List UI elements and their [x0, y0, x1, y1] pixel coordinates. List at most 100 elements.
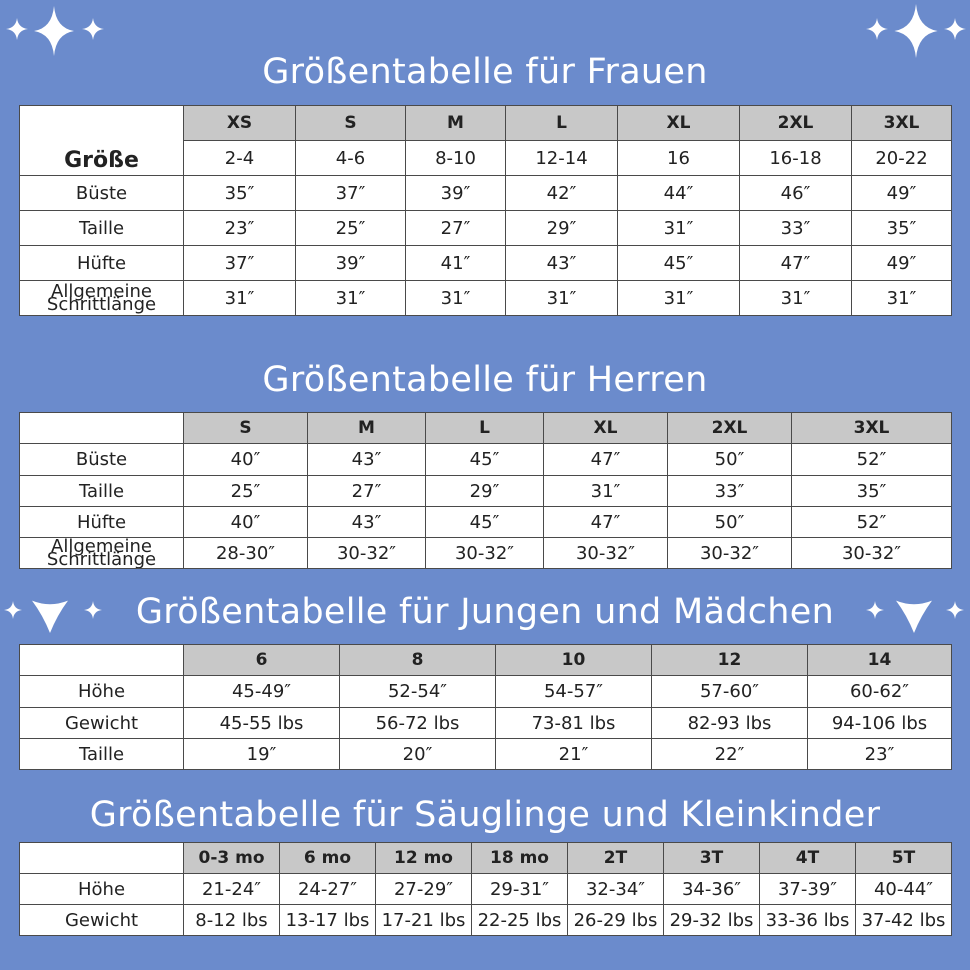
value-cell: 35″ [791, 475, 952, 507]
value-cell: 31″ [851, 280, 952, 316]
row-label-line: Schrittlänge [46, 294, 157, 315]
sparkle-icon [34, 6, 74, 56]
sparkle-icon [894, 4, 938, 58]
value-cell: 56-72 lbs [339, 707, 496, 739]
table-row: Gewicht 8-12 lbs 13-17 lbs 17-21 lbs 22-… [19, 904, 952, 936]
women-size-table: Größe XS S M L XL 2XL 3XL 2-4 4-6 8-10 1… [19, 105, 952, 316]
value-cell: 30-32″ [667, 537, 792, 569]
size-cell: XL [617, 105, 740, 141]
size-cell: L [505, 105, 618, 141]
table-row: Hüfte 40″ 43″ 45″ 47″ 50″ 52″ [19, 506, 952, 538]
value-cell: 39″ [295, 245, 406, 281]
sparkle-icon [84, 601, 102, 619]
value-cell: 44″ [617, 175, 740, 211]
table-header-row: 0-3 mo 6 mo 12 mo 18 mo 2T 3T 4T 5T [19, 842, 952, 874]
women-chart-title: Größentabelle für Frauen [262, 52, 708, 92]
value-cell: 30-32″ [791, 537, 952, 569]
value-cell: 31″ [505, 280, 618, 316]
size-cell: 3XL [791, 412, 952, 444]
row-label: Allgemeine Schrittlänge [19, 537, 184, 569]
row-label-line: Allgemeine [51, 537, 152, 557]
value-cell: 31″ [183, 280, 296, 316]
table-header-row: Größe XS S M L XL 2XL 3XL [19, 105, 952, 176]
sparkle-icon [4, 601, 22, 619]
value-cell: 40-44″ [855, 873, 952, 905]
value-cell: 50″ [667, 506, 792, 538]
value-cell: 23″ [807, 738, 952, 770]
row-label: Allgemeine Schrittlänge [19, 280, 184, 316]
row-label: Taille [19, 210, 184, 246]
value-cell: 50″ [667, 443, 792, 476]
size-cell: XL [543, 412, 668, 444]
value-cell: 31″ [617, 210, 740, 246]
table-header-row: S M L XL 2XL 3XL [19, 412, 952, 444]
table-header-row: 6 8 10 12 14 [19, 644, 952, 676]
row-label: Hüfte [19, 245, 184, 281]
value-cell: 45-49″ [183, 675, 340, 708]
sparkle-icon [32, 597, 68, 633]
baby-chart-title: Größentabelle für Säuglinge und Kleinkin… [89, 795, 881, 835]
size-label: Größe [64, 148, 139, 173]
value-cell: 52″ [791, 443, 952, 476]
value-cell: 31″ [405, 280, 506, 316]
kids-size-table: 6 8 10 12 14 Höhe 45-49″ 52-54″ 54-57″ 5… [19, 644, 952, 770]
value-cell: 17-21 lbs [375, 904, 472, 936]
value-cell: 37″ [295, 175, 406, 211]
value-cell: 24-27″ [279, 873, 376, 905]
row-label: Höhe [19, 675, 184, 708]
value-cell: 31″ [739, 280, 852, 316]
table-row: Hüfte 37″ 39″ 41″ 43″ 45″ 47″ 49″ [19, 245, 952, 281]
value-cell: 35″ [851, 210, 952, 246]
value-cell: 54-57″ [495, 675, 652, 708]
size-cell: L [425, 412, 544, 444]
size-number-cell: 20-22 [851, 140, 952, 176]
value-cell: 25″ [295, 210, 406, 246]
value-cell: 28-30″ [183, 537, 308, 569]
size-label-cell: Größe [19, 105, 184, 176]
sparkle-icon [946, 601, 964, 619]
size-cell: 2XL [739, 105, 852, 141]
table-row: Gewicht 45-55 lbs 56-72 lbs 73-81 lbs 82… [19, 707, 952, 739]
value-cell: 57-60″ [651, 675, 808, 708]
value-cell: 29″ [425, 475, 544, 507]
value-cell: 33″ [739, 210, 852, 246]
value-cell: 31″ [617, 280, 740, 316]
size-cell: S [295, 105, 406, 141]
corner-cell [19, 412, 184, 444]
value-cell: 35″ [183, 175, 296, 211]
value-cell: 13-17 lbs [279, 904, 376, 936]
row-label-line: Schrittlänge [46, 549, 157, 569]
size-cell: 12 mo [375, 842, 472, 874]
row-label-line: Allgemeine [51, 281, 152, 302]
table-row: Höhe 45-49″ 52-54″ 54-57″ 57-60″ 60-62″ [19, 675, 952, 708]
value-cell: 49″ [851, 175, 952, 211]
row-label: Gewicht [19, 707, 184, 739]
size-cell: 3T [663, 842, 760, 874]
sparkle-icon [82, 18, 104, 40]
sparkle-icon [944, 18, 966, 40]
value-cell: 31″ [295, 280, 406, 316]
size-cell: XS [183, 105, 296, 141]
value-cell: 29-32 lbs [663, 904, 760, 936]
value-cell: 73-81 lbs [495, 707, 652, 739]
value-cell: 43″ [505, 245, 618, 281]
value-cell: 33″ [667, 475, 792, 507]
value-cell: 30-32″ [307, 537, 426, 569]
value-cell: 8-12 lbs [183, 904, 280, 936]
value-cell: 27-29″ [375, 873, 472, 905]
value-cell: 40″ [183, 443, 308, 476]
value-cell: 27″ [405, 210, 506, 246]
value-cell: 30-32″ [543, 537, 668, 569]
value-cell: 45″ [425, 506, 544, 538]
value-cell: 39″ [405, 175, 506, 211]
baby-size-table: 0-3 mo 6 mo 12 mo 18 mo 2T 3T 4T 5T Höhe… [19, 842, 952, 936]
size-number-cell: 2-4 [183, 140, 296, 176]
value-cell: 60-62″ [807, 675, 952, 708]
value-cell: 45-55 lbs [183, 707, 340, 739]
value-cell: 41″ [405, 245, 506, 281]
size-cell: 12 [651, 644, 808, 676]
size-cell: 18 mo [471, 842, 568, 874]
size-number-cell: 4-6 [295, 140, 406, 176]
corner-cell [19, 842, 184, 874]
table-row: Höhe 21-24″ 24-27″ 27-29″ 29-31″ 32-34″ … [19, 873, 952, 905]
